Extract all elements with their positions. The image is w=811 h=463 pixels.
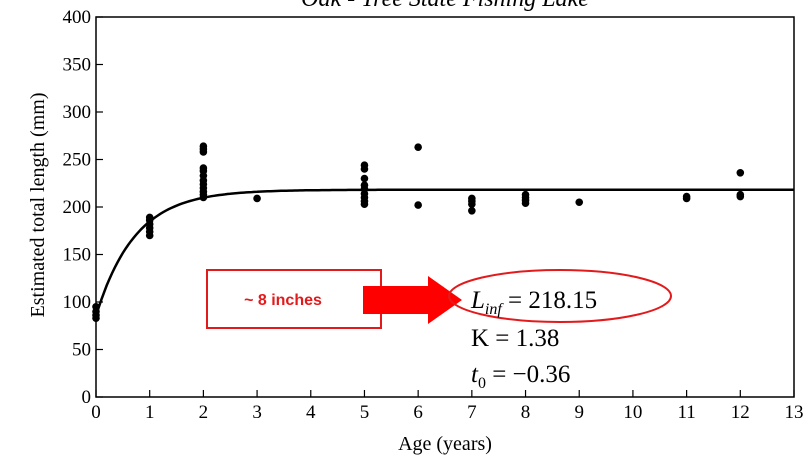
data-point [360, 174, 369, 183]
plot-frame [95, 16, 795, 398]
x-tick-label: 10 [623, 402, 642, 423]
y-tick-label: 100 [63, 292, 92, 313]
callout-arrow [363, 276, 462, 324]
data-point [575, 198, 584, 207]
data-point [468, 194, 476, 203]
k-label: K = 1.38 [471, 325, 559, 352]
t0-symbol: t [471, 361, 479, 388]
data-point [414, 143, 422, 151]
data-point [199, 164, 208, 172]
linf-label: Linf = 218.15 [470, 287, 597, 318]
t0-label: t0 = −0.36 [471, 361, 570, 392]
x-tick-label: 13 [785, 402, 804, 423]
data-point [199, 142, 208, 150]
y-tick-label: 0 [82, 387, 92, 408]
x-tick-label: 6 [413, 402, 423, 423]
x-tick-label: 7 [467, 402, 477, 423]
linf-highlight-ellipse [448, 269, 672, 323]
data-point [468, 207, 476, 215]
y-tick-label: 50 [72, 340, 91, 361]
data-point [92, 302, 100, 311]
data-point [145, 213, 154, 222]
chart-title: Oak - Tree State Fishing Lake [301, 0, 589, 12]
x-tick-label: 12 [731, 402, 750, 423]
y-tick-label: 250 [63, 150, 92, 171]
data-point [414, 201, 422, 209]
inches-callout-label: ~ 8 inches [244, 292, 322, 309]
fit-curve [94, 188, 794, 317]
linf-subscript: inf [485, 301, 504, 318]
x-tick-label: 4 [306, 402, 316, 423]
linf-symbol: L [470, 287, 485, 314]
x-tick-label: 11 [677, 402, 695, 423]
data-point [736, 190, 745, 199]
x-tick-label: 3 [252, 402, 262, 423]
x-axis-label: Age (years) [398, 433, 492, 455]
y-tick-label: 400 [63, 7, 92, 28]
t0-value: = −0.36 [486, 361, 570, 388]
linf-value: = 218.15 [502, 287, 597, 314]
x-tick-label: 5 [360, 402, 370, 423]
y-tick-label: 200 [63, 197, 92, 218]
y-tick-label: 300 [63, 102, 92, 123]
y-axis-label: Estimated total length (mm) [27, 93, 49, 318]
data-point [682, 192, 691, 201]
t0-subscript: 0 [478, 375, 486, 392]
data-point [521, 190, 530, 199]
x-tick-label: 9 [574, 402, 584, 423]
x-tick-label: 2 [199, 402, 209, 423]
x-tick-label: 1 [145, 402, 155, 423]
data-point [253, 194, 261, 203]
data-point [360, 181, 369, 189]
data-point [360, 161, 369, 169]
x-tick-label: 0 [91, 402, 101, 423]
x-tick-label: 8 [521, 402, 531, 423]
y-tick-label: 150 [63, 245, 92, 266]
data-point [736, 169, 745, 177]
y-tick-label: 350 [63, 55, 92, 76]
